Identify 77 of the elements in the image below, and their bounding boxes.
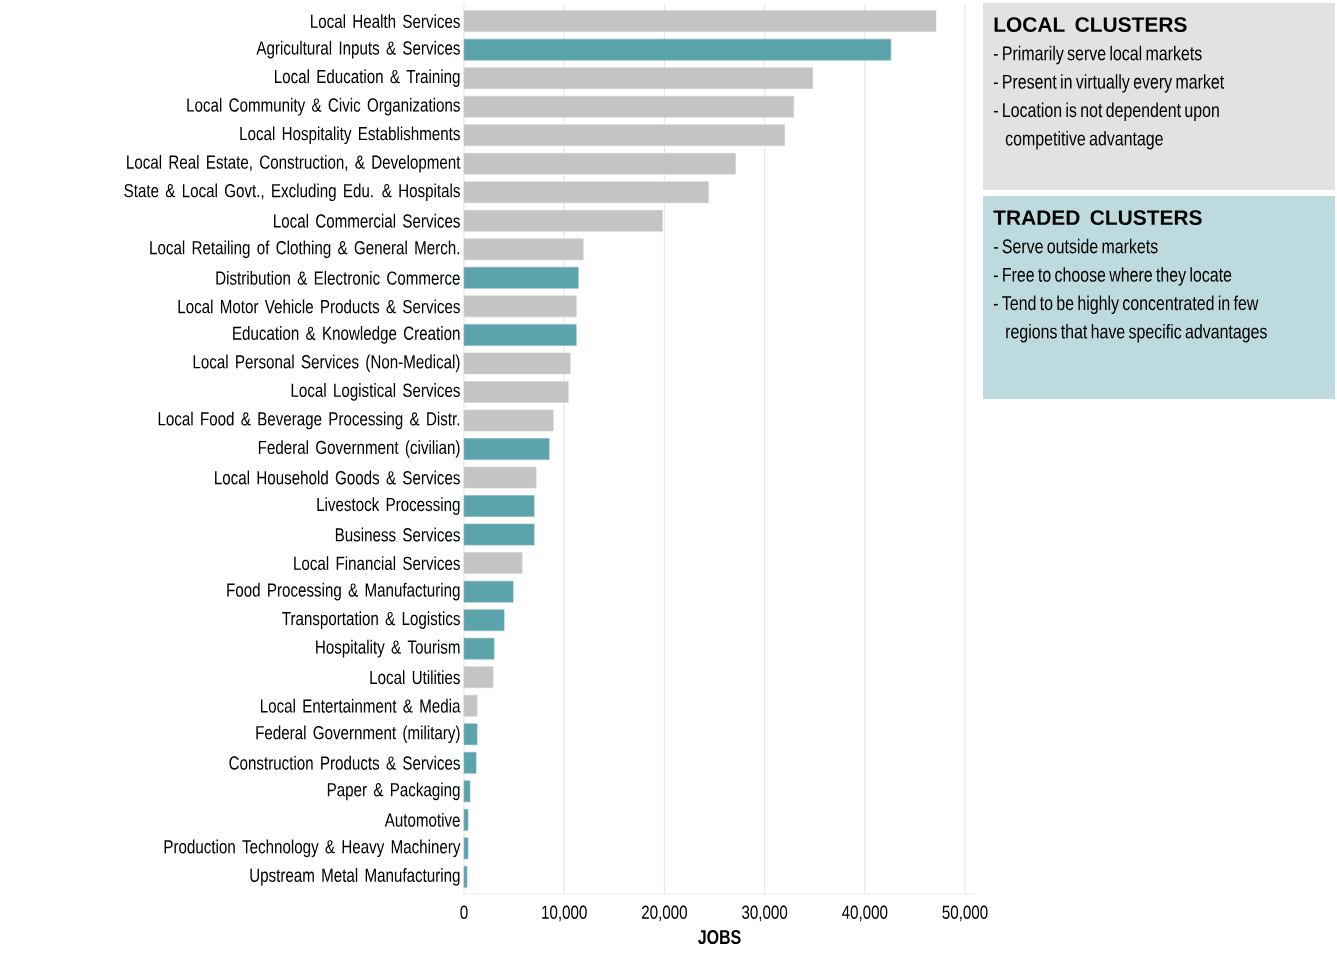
y-tick-label: Business Services xyxy=(335,527,460,542)
y-tick-label: Distribution & Electronic Commerce xyxy=(216,270,460,285)
text: - Tend to be highly concentrated in few regions that have specific advantages xyxy=(993,295,1267,343)
y-tick-label: Hospitality & Tourism xyxy=(316,639,460,658)
y-tick-label: Federal Government (military) xyxy=(256,725,460,744)
text: LOCAL CLUSTERS xyxy=(994,17,1187,32)
bar xyxy=(463,10,937,32)
x-tick-label: 0 xyxy=(460,905,468,919)
y-tick-label: Local Commercial Services xyxy=(274,213,460,228)
x-tick-label: 10,000 xyxy=(542,905,587,922)
bar xyxy=(463,324,577,346)
text: - Serve outside markets xyxy=(993,238,1158,254)
x-tick-label: 30,000 xyxy=(742,905,788,922)
y-tick-label: Federal Government (civilian) xyxy=(258,440,460,458)
bar xyxy=(463,809,469,831)
y-tick-label: State & Local Govt., Excluding Edu. & Hospitals xyxy=(124,183,460,202)
bar xyxy=(463,466,537,489)
y-tick-label: Production Technology & Heavy Machinery xyxy=(164,839,461,858)
bar xyxy=(463,238,584,261)
bar xyxy=(463,780,471,803)
bar xyxy=(463,209,663,232)
y-tick-label: Local Logistical Services xyxy=(291,383,460,401)
y-tick-label: Local Food & Beverage Processing & Distr. xyxy=(158,411,460,430)
y-tick-label: Livestock Processing xyxy=(317,497,460,515)
bar xyxy=(463,637,495,660)
y-tick-label: Local Real Estate, Construction, & Development xyxy=(127,154,461,173)
bar xyxy=(463,95,794,118)
y-tick-label: Construction Products & Services xyxy=(229,755,460,770)
bar xyxy=(463,495,535,517)
y-tick-label: Local Community & Civic Organizations xyxy=(187,97,460,116)
y-tick-label: Food Processing & Manufacturing xyxy=(227,582,460,601)
y-tick-label: Automotive xyxy=(384,812,460,827)
bar xyxy=(463,609,505,631)
x-tick-label: 20,000 xyxy=(642,905,687,922)
bar xyxy=(463,124,785,147)
y-tick-label: Local Financial Services xyxy=(294,556,460,571)
y-tick-label: Agricultural Inputs & Services xyxy=(256,40,460,59)
y-tick-label: Local Education & Training xyxy=(274,69,460,87)
text: - Location is not dependent upon competitive advantage xyxy=(993,102,1219,150)
text: - Primarily serve local markets xyxy=(993,45,1202,65)
y-tick-label: Upstream Metal Manufacturing xyxy=(250,868,460,886)
bar xyxy=(463,67,813,89)
x-tick-label: 50,000 xyxy=(942,905,988,922)
bar xyxy=(463,552,523,574)
y-tick-label: Local Utilities xyxy=(370,670,460,685)
y-tick-label: Local Health Services xyxy=(311,14,460,29)
y-tick-label: Local Hospitality Establishments xyxy=(240,126,460,145)
x-tick-label: 40,000 xyxy=(841,905,888,922)
bar xyxy=(463,438,550,460)
bar xyxy=(463,580,514,603)
x-axis-title: JOBS xyxy=(698,930,741,945)
bar xyxy=(463,352,571,375)
y-tick-label: Paper & Packaging xyxy=(327,782,460,801)
y-tick-label: Local Motor Vehicle Products & Services xyxy=(178,299,460,314)
bar xyxy=(463,267,579,289)
y-tick-label: Local Personal Services (Non-Medical) xyxy=(193,354,460,373)
y-tick-label: Transportation & Logistics xyxy=(282,611,460,629)
y-tick-label: Local Household Goods & Services xyxy=(215,470,460,485)
y-tick-label: Local Entertainment & Media xyxy=(260,698,461,713)
y-tick-label: Local Retailing of Clothing & General Merch. xyxy=(150,240,460,259)
bar xyxy=(463,523,535,546)
bar xyxy=(463,694,478,717)
text: TRADED CLUSTERS xyxy=(993,210,1202,225)
bar xyxy=(463,751,477,774)
y-tick-label: Education & Knowledge Creation xyxy=(233,326,460,344)
bar xyxy=(463,295,577,318)
bar xyxy=(463,181,709,204)
text: - Present in virtually every market xyxy=(993,74,1225,93)
bar xyxy=(463,866,468,888)
bar xyxy=(463,381,569,403)
bar xyxy=(463,38,892,61)
text: - Free to choose where they locate xyxy=(993,267,1232,286)
bar xyxy=(463,152,736,175)
bar xyxy=(463,837,469,860)
bar xyxy=(463,666,494,689)
bar xyxy=(463,723,478,746)
bar xyxy=(463,409,554,432)
